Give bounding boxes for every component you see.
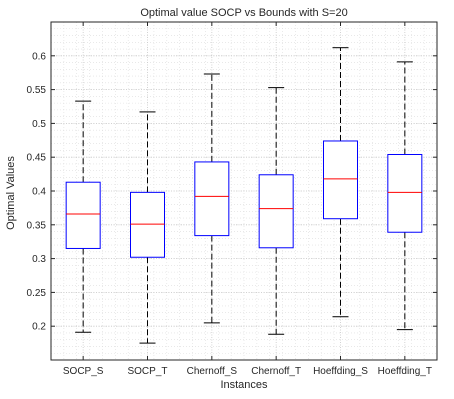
x-tick-label: Hoeffding_T xyxy=(378,366,432,377)
box-group xyxy=(387,61,423,331)
box-group xyxy=(323,47,358,318)
x-tick-label: SOCP_T xyxy=(127,366,167,377)
x-tick-label: Hoeffding_S xyxy=(313,366,368,377)
y-tick-label: 0.4 xyxy=(32,187,46,198)
y-tick-label: 0.2 xyxy=(32,322,46,333)
x-tick-label: Chernoff_T xyxy=(251,366,301,377)
x-tick-label: Chernoff_S xyxy=(187,366,238,377)
box-group xyxy=(130,111,165,344)
box-group xyxy=(258,87,294,335)
box-group xyxy=(65,100,101,333)
y-tick-label: 0.3 xyxy=(32,254,46,265)
box-group xyxy=(194,73,230,324)
y-tick-label: 0.45 xyxy=(27,153,47,164)
y-axis-label: Optimal Values xyxy=(5,156,17,230)
box-iqr xyxy=(194,161,230,237)
y-tick-label: 0.25 xyxy=(27,288,47,299)
boxes xyxy=(65,47,423,344)
chart-title: Optimal value SOCP vs Bounds with S=20 xyxy=(140,7,347,19)
box-iqr xyxy=(65,181,101,249)
box-iqr xyxy=(258,174,294,249)
y-tick-label: 0.35 xyxy=(27,220,47,231)
ticks: 0.2 0.25 0.3 0.35 0.4 0.45 0.5 0.55 0.6 SOCP_S SOC… xyxy=(27,22,437,377)
box-iqr xyxy=(130,191,165,258)
y-tick-label: 0.6 xyxy=(32,51,46,62)
box-iqr xyxy=(323,140,358,220)
box-iqr xyxy=(387,153,423,233)
y-tick-label: 0.55 xyxy=(27,85,47,96)
x-tick-label: SOCP_S xyxy=(63,366,104,377)
y-tick-label: 0.5 xyxy=(32,119,46,130)
x-axis-label: Instances xyxy=(220,379,268,391)
